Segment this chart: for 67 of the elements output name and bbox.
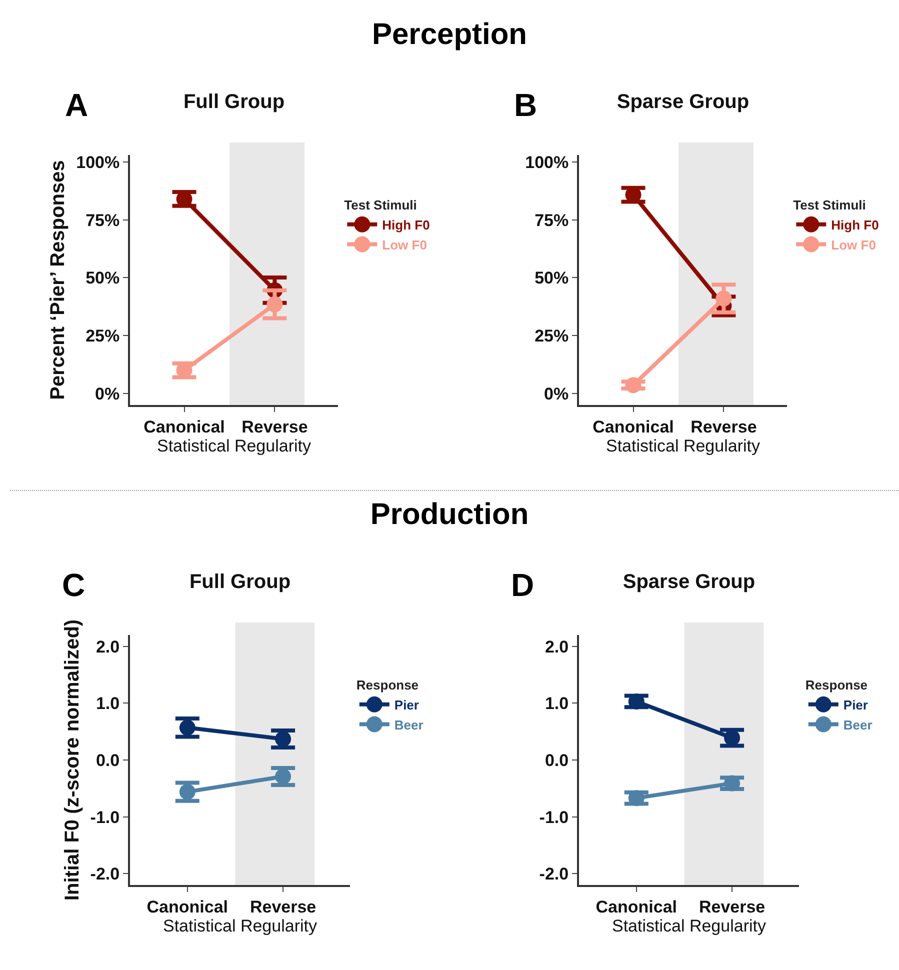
x-axis-title: Statistical Regularity	[156, 436, 312, 456]
point	[179, 784, 196, 800]
y-tick-label: 25%	[86, 326, 120, 346]
x-axis-title: Statistical Regularity	[606, 436, 760, 456]
y-tick-label: 100%	[76, 152, 120, 172]
point	[724, 730, 740, 746]
x-axis-title: Statistical Regularity	[612, 916, 766, 936]
y-tick-label: 100%	[525, 152, 569, 172]
legend-title: Response	[356, 677, 419, 692]
chart-title: Sparse Group	[616, 91, 750, 113]
y-tick-label: 75%	[86, 210, 120, 230]
y-axis-title: Percent ‘Pier’ Responses	[47, 160, 70, 400]
y-tick-label: 1.0	[96, 694, 120, 714]
point	[266, 296, 283, 312]
legend-label: Beer	[394, 717, 424, 732]
chart-title: Full Group	[183, 91, 285, 113]
legend-label: Low F0	[831, 237, 876, 252]
point	[275, 730, 292, 747]
text: B	[514, 87, 538, 123]
y-tick-label: 25%	[534, 326, 569, 346]
x-axis-title: Statistical Regularity	[162, 916, 318, 936]
text: Production	[369, 498, 530, 532]
y-tick-label: -1.0	[539, 808, 569, 827]
legend-label: Pier	[394, 697, 419, 712]
y-tick-label: -1.0	[90, 808, 120, 827]
x-tick-label: Canonical	[592, 417, 674, 436]
legend-title: Test Stimuli	[793, 197, 866, 212]
point	[724, 775, 740, 792]
y-tick-label: -2.0	[539, 864, 569, 884]
chart-title: Full Group	[189, 571, 291, 593]
y-tick-label: 0.0	[96, 750, 120, 770]
y-tick-label: 50%	[534, 268, 569, 288]
text: Perception	[370, 18, 528, 52]
y-tick-label: 0%	[95, 384, 120, 404]
legend-label: High F0	[831, 217, 879, 232]
chart-title: Sparse Group	[622, 571, 756, 593]
x-tick-label: Reverse	[690, 417, 757, 436]
legend-title: Test Stimuli	[344, 197, 417, 212]
text: C	[62, 567, 86, 603]
text: D	[511, 567, 534, 603]
y-tick-label: 0%	[544, 384, 569, 404]
point	[716, 290, 732, 307]
legend-label: Beer	[843, 717, 872, 732]
text: A	[65, 87, 88, 123]
legend-label: Pier	[843, 697, 868, 712]
x-tick-label: Reverse	[242, 417, 308, 436]
x-tick-label: Canonical	[146, 897, 228, 916]
y-tick-label: 2.0	[96, 637, 120, 656]
point	[625, 377, 642, 394]
legend-label: High F0	[382, 217, 430, 232]
y-tick-label: -2.0	[90, 864, 120, 884]
point	[628, 790, 644, 806]
y-tick-label: 75%	[534, 210, 569, 230]
y-tick-label: 1.0	[544, 694, 569, 714]
x-tick-label: Reverse	[250, 897, 316, 916]
legend-label: Low F0	[382, 237, 427, 252]
point	[275, 768, 292, 784]
x-tick-label: Canonical	[144, 417, 225, 436]
y-tick-label: 50%	[86, 268, 120, 288]
x-tick-label: Reverse	[698, 897, 766, 916]
y-tick-label: 0.0	[544, 750, 569, 770]
y-axis-title: Initial F0 (z-score normalized)	[61, 619, 84, 901]
x-tick-label: Canonical	[596, 897, 678, 916]
legend-title: Response	[805, 677, 868, 692]
point	[179, 720, 196, 736]
point	[628, 693, 644, 710]
y-tick-label: 2.0	[544, 637, 569, 656]
